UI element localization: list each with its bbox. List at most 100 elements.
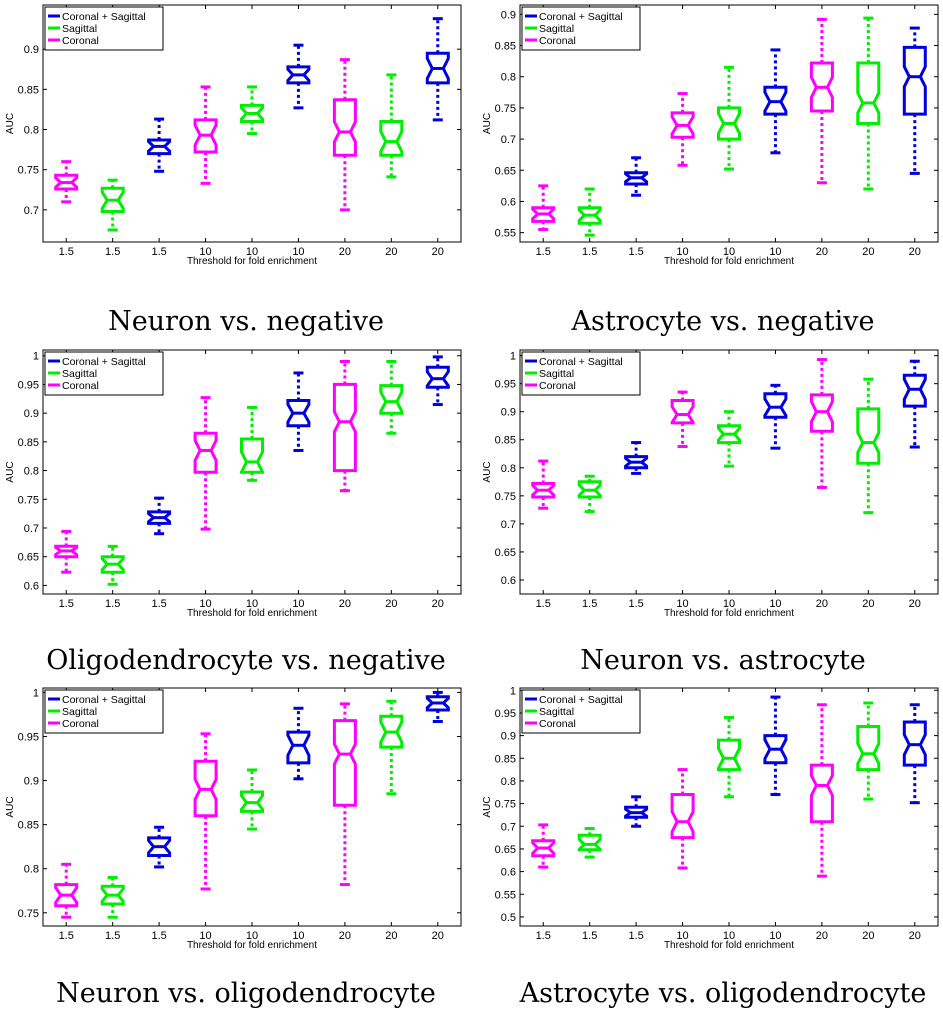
x-tick-label: 1.5 xyxy=(151,246,166,258)
x-axis-label: Threshold for fold enrichment xyxy=(187,608,317,619)
box-body xyxy=(809,61,834,113)
x-tick-label: 20 xyxy=(385,598,397,610)
legend-box xyxy=(521,6,641,51)
box-body xyxy=(531,482,556,499)
y-tick-label: 0.7 xyxy=(24,523,39,535)
y-tick-label: 0.65 xyxy=(495,165,516,177)
y-tick-label: 0.7 xyxy=(501,519,516,531)
y-tick-label: 0.65 xyxy=(495,844,516,856)
legend-label: Coronal + Sagittal xyxy=(539,356,623,368)
x-tick-label: 1.5 xyxy=(105,246,120,258)
x-tick-label: 1.5 xyxy=(536,598,551,610)
x-tick-label: 20 xyxy=(432,246,444,258)
y-axis-label: AUC xyxy=(5,796,16,817)
box-body xyxy=(902,373,927,408)
box-body xyxy=(240,103,264,123)
box-body xyxy=(670,111,695,139)
chart-panel-2: 0.55 0.6 0.65 0.7 0.75 0.8 0.85 0.9 AUC 1.5 1.5 1.5… xyxy=(482,4,939,267)
legend-label: Sagittal xyxy=(62,23,97,35)
box-6 xyxy=(763,383,788,450)
y-tick-label: 0.85 xyxy=(18,820,39,832)
x-tick-label: 20 xyxy=(339,598,351,610)
y-tick-label: 1 xyxy=(33,687,39,699)
box-body xyxy=(763,734,788,765)
chart-panel-6: 0.5 0.55 0.6 0.65 0.7 0.75 0.8 0.85 0.9 0.95 1 AUC 1… xyxy=(482,685,939,951)
y-tick-label: 0.85 xyxy=(18,437,39,449)
box-body xyxy=(902,45,927,116)
box-body xyxy=(100,884,125,906)
box-body xyxy=(240,437,264,474)
x-tick-label: 1.5 xyxy=(151,930,166,942)
x-tick-label: 1.5 xyxy=(582,246,597,258)
x-tick-label: 20 xyxy=(339,246,351,258)
y-tick-label: 0.95 xyxy=(18,731,39,743)
legend-box xyxy=(521,351,641,396)
box-9 xyxy=(425,17,450,122)
box-7 xyxy=(809,358,834,489)
legend-label: Coronal + Sagittal xyxy=(62,11,146,23)
y-tick-label: 0.9 xyxy=(501,9,516,21)
x-tick-label: 20 xyxy=(909,930,921,942)
x-tick-label: 1.5 xyxy=(628,930,643,942)
box-2 xyxy=(100,178,125,232)
box-2 xyxy=(100,876,125,919)
caption-neuron-vs-oligodendrocyte: Neuron vs. oligodendrocyte xyxy=(56,978,436,1009)
box-3 xyxy=(147,496,172,536)
box-body xyxy=(577,206,602,225)
y-tick-label: 0.5 xyxy=(501,912,516,924)
y-tick-label: 0.85 xyxy=(18,84,39,96)
y-tick-label: 0.75 xyxy=(18,165,39,177)
x-tick-label: 1.5 xyxy=(536,246,551,258)
box-body xyxy=(332,98,357,157)
y-tick-label: 0.6 xyxy=(501,196,516,208)
x-tick-label: 10 xyxy=(292,246,304,258)
box-6 xyxy=(763,695,788,797)
y-tick-label: 0.7 xyxy=(501,134,516,146)
box-8 xyxy=(379,359,404,435)
y-tick-label: 0.55 xyxy=(495,889,516,901)
box-4 xyxy=(670,390,695,448)
y-tick-label: 0.75 xyxy=(495,799,516,811)
x-tick-label: 10 xyxy=(676,246,688,258)
box-5 xyxy=(240,85,264,136)
y-tick-label: 0.8 xyxy=(24,466,39,478)
box-body xyxy=(856,725,881,772)
x-tick-label: 10 xyxy=(199,930,211,942)
x-tick-label: 20 xyxy=(432,930,444,942)
x-tick-label: 10 xyxy=(292,930,304,942)
y-axis-label: AUC xyxy=(482,796,493,817)
box-4 xyxy=(193,396,218,531)
box-3 xyxy=(147,117,172,173)
box-body xyxy=(717,106,741,141)
legend-label: Sagittal xyxy=(539,368,574,380)
box-1 xyxy=(531,459,556,510)
box-6 xyxy=(286,43,311,110)
x-tick-label: 20 xyxy=(816,246,828,258)
box-4 xyxy=(193,85,218,185)
caption-oligodendrocyte-vs-negative: Oligodendrocyte vs. negative xyxy=(46,645,446,676)
box-8 xyxy=(856,16,881,191)
y-tick-label: 0.8 xyxy=(24,864,39,876)
caption-astrocyte-vs-oligodendrocyte: Astrocyte vs. oligodendrocyte xyxy=(519,978,927,1009)
x-tick-label: 20 xyxy=(816,598,828,610)
box-1 xyxy=(54,160,79,204)
box-body xyxy=(624,805,649,819)
box-body xyxy=(763,85,788,116)
legend-label: Coronal xyxy=(539,380,576,392)
x-tick-label: 20 xyxy=(909,246,921,258)
box-body xyxy=(717,738,741,772)
y-tick-label: 0.7 xyxy=(24,205,39,217)
box-2 xyxy=(577,827,602,859)
x-axis-label: Threshold for fold enrichment xyxy=(664,940,794,951)
y-tick-label: 1 xyxy=(510,351,516,363)
box-4 xyxy=(670,92,695,167)
y-tick-label: 0.95 xyxy=(495,379,516,391)
box-body xyxy=(332,719,357,807)
chart-panel-1: 0.7 0.75 0.8 0.85 0.9 AUC 1.5 1.5 1.5 10 10 10 20 20 2… xyxy=(5,4,462,267)
box-8 xyxy=(856,701,881,801)
legend-label: Coronal xyxy=(539,718,576,730)
legend-label: Coronal xyxy=(62,718,99,730)
